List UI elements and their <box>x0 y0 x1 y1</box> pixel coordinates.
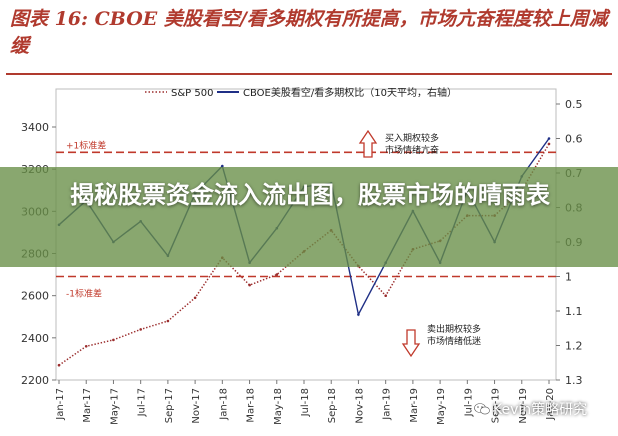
data-point-putcall <box>357 313 360 316</box>
data-point-sp500 <box>57 363 61 367</box>
overlay-banner <box>0 167 618 267</box>
legend-label-sp500: S&P 500 <box>171 88 213 99</box>
x-tick-label: Jan-19 <box>382 388 393 421</box>
data-point-sp500 <box>275 273 279 276</box>
data-point-sp500 <box>166 319 170 323</box>
data-point-sp500 <box>384 294 388 298</box>
left-tick-label: 2400 <box>21 332 49 345</box>
x-tick-label: Jan-18 <box>218 388 229 421</box>
x-tick-label: Sep-19 <box>491 388 502 423</box>
x-tick-label: Jul-19 <box>463 388 474 417</box>
x-tick-label: Nov-17 <box>191 388 202 424</box>
right-tick-label: 1 <box>565 271 572 284</box>
data-point-putcall <box>221 164 224 168</box>
reference-line-label: +1标准差 <box>66 139 106 151</box>
annotation-bullish-line1: 买入期权较多 <box>385 132 439 144</box>
legend-label-putcall: CBOE美股看空/看多期权比（10天平均，右轴） <box>243 86 457 99</box>
x-tick-label: Jul-18 <box>300 388 311 417</box>
data-point-sp500 <box>193 296 197 300</box>
annotation-bearish: 卖出期权较多 市场情绪低迷 <box>401 323 481 358</box>
x-tick-label: Nov-19 <box>518 388 529 424</box>
data-point-putcall <box>547 137 551 140</box>
x-tick-label: Jul-17 <box>137 388 148 417</box>
x-tick-label: Mar-18 <box>246 388 257 423</box>
data-point-sp500 <box>248 283 251 287</box>
x-tick-label: Mar-19 <box>409 388 420 423</box>
legend: S&P 500 CBOE美股看空/看多期权比（10天平均，右轴） <box>145 86 457 99</box>
reference-line-label: -1标准差 <box>66 288 102 300</box>
annotation-bullish: 买入期权较多 市场情绪亢奋 <box>358 129 439 158</box>
figure-title: 图表 16: CBOE 美股看空/看多期权有所提高，市场亢奋程度较上周减缓 <box>10 8 608 57</box>
x-tick-label: May-18 <box>273 388 284 425</box>
annotation-bearish-line2: 市场情绪低迷 <box>427 335 481 347</box>
x-axis: Jan-17 Mar-17 May-17 Jul-17 Sep-17 Nov-17 Jan-… <box>55 380 556 425</box>
annotation-bullish-line2: 市场情绪亢奋 <box>385 144 439 156</box>
reference-lines: +1标准差 -1标准差 <box>56 139 556 300</box>
x-tick-label: Mar-17 <box>82 388 93 423</box>
left-tick-label: 2600 <box>21 290 49 303</box>
left-tick-label: 3400 <box>21 121 49 134</box>
data-point-sp500 <box>84 345 88 348</box>
data-point-sp500 <box>112 338 115 342</box>
right-tick-label: 0.6 <box>565 133 583 146</box>
arrow-down-icon <box>401 329 421 358</box>
right-tick-label: 1.2 <box>565 340 583 353</box>
x-tick-label: Nov-18 <box>354 388 365 424</box>
left-tick-label: 2200 <box>21 374 49 387</box>
right-tick-label: 1.3 <box>565 374 583 387</box>
right-tick-label: 0.5 <box>565 98 583 111</box>
title-divider <box>6 73 612 75</box>
watermark: Kevin策略研究 <box>474 399 614 421</box>
right-tick-label: 1.1 <box>565 305 583 318</box>
data-point-sp500 <box>139 328 142 331</box>
arrow-up-icon <box>358 129 378 158</box>
x-tick-label: Sep-18 <box>327 388 338 423</box>
x-tick-label: Sep-17 <box>164 388 175 423</box>
watermark-text: Kevin策略研究 <box>493 402 588 418</box>
x-tick-label: May-17 <box>109 388 120 425</box>
banner-headline: 揭秘股票资金流入流出图，股票市场的晴雨表 <box>70 181 550 209</box>
x-tick-label: May-19 <box>436 388 447 425</box>
wechat-icon <box>474 403 490 415</box>
annotation-bearish-line1: 卖出期权较多 <box>427 323 481 335</box>
data-point-sp500 <box>547 142 551 146</box>
x-tick-label: Jan-17 <box>55 388 66 421</box>
x-tick-label: Jan-20 <box>545 388 556 421</box>
